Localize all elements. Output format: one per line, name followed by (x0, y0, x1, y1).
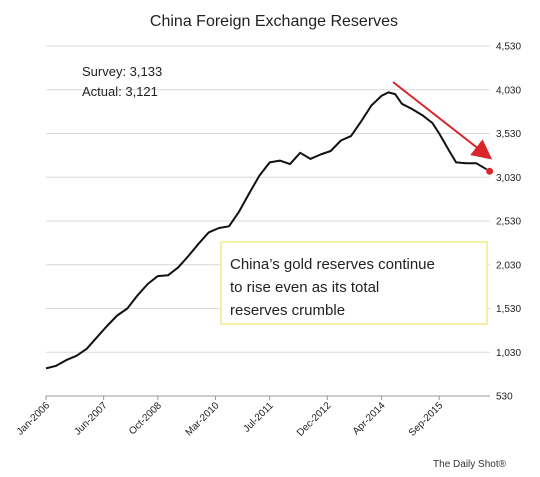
y-tick-label: 4,030 (496, 85, 521, 96)
y-tick-label: 3,530 (496, 129, 521, 140)
x-tick-label: Jun-2007 (72, 400, 110, 438)
annotation-box (220, 241, 488, 325)
x-tick-label: Apr-2014 (351, 400, 388, 437)
series-line (45, 91, 488, 370)
y-axis-ticks: 4,530 4,030 3,530 3,030 2,530 2,030 1,530 1,030… (496, 42, 521, 403)
x-axis-ticks: Jan-2006 Jun-2007 Oct-2008 Mar-2010 Jul-2011… (15, 396, 446, 439)
y-tick-label: 2,530 (496, 217, 521, 228)
y-tick-label: 530 (496, 392, 513, 403)
y-tick-label: 2,030 (496, 260, 521, 271)
x-tick-label: Jul-2011 (241, 400, 276, 435)
actual-label: Actual: 3,121 (82, 84, 158, 99)
annotation-line-2: to rise even as its total (230, 279, 379, 296)
chart-title: China Foreign Exchange Reserves (150, 13, 398, 30)
annotation-line-3: reserves crumble (230, 302, 345, 319)
y-tick-label: 4,530 (496, 42, 521, 53)
trend-arrow (392, 81, 493, 160)
y-tick-label: 1,030 (496, 348, 521, 359)
y-tick-label: 1,530 (496, 304, 521, 315)
x-tick-label: Oct-2008 (127, 400, 164, 437)
y-tick-label: 3,030 (496, 173, 521, 184)
survey-label: Survey: 3,133 (82, 64, 162, 79)
last-data-point (486, 167, 494, 175)
source-label: The Daily Shot® (433, 459, 507, 470)
x-tick-label: Jan-2006 (15, 400, 53, 438)
x-tick-label: Mar-2010 (184, 400, 222, 438)
x-tick-label: Sep-2015 (407, 400, 446, 439)
annotation-line-1: China’s gold reserves continue (230, 256, 435, 273)
x-tick-label: Dec-2012 (295, 400, 334, 439)
